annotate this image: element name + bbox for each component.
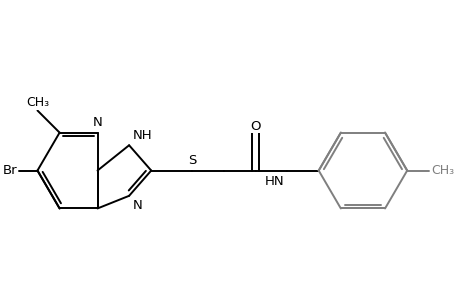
Text: N: N bbox=[132, 199, 142, 212]
Text: N: N bbox=[92, 116, 102, 130]
Text: S: S bbox=[188, 154, 196, 167]
Text: NH: NH bbox=[132, 129, 151, 142]
Text: HN: HN bbox=[264, 175, 283, 188]
Text: O: O bbox=[250, 120, 260, 133]
Text: Br: Br bbox=[2, 164, 17, 177]
Text: CH₃: CH₃ bbox=[26, 96, 49, 109]
Text: CH₃: CH₃ bbox=[430, 164, 453, 177]
